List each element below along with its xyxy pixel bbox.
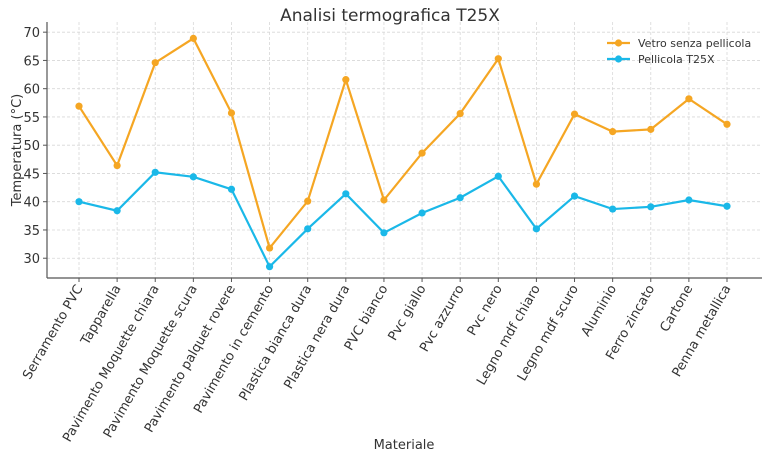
data-point: [265, 263, 274, 271]
data-point: [189, 173, 197, 181]
axes: [46, 22, 762, 279]
y-axis-label: Temperatura (°C): [10, 94, 25, 207]
series-0: [75, 34, 731, 252]
data-point: [418, 149, 426, 157]
data-point: [265, 244, 274, 252]
y-tick-label: 50: [23, 139, 40, 154]
legend-marker: [614, 39, 623, 47]
data-point: [609, 205, 617, 213]
series-line: [78, 36, 728, 251]
x-tick-label: Cartone: [658, 283, 697, 335]
data-point: [685, 95, 693, 103]
data-point: [609, 128, 617, 136]
data-point: [151, 168, 159, 176]
data-point: [418, 209, 426, 217]
data-point: [75, 102, 83, 110]
data-point: [342, 190, 350, 198]
x-tick-label: Pvc nero: [465, 282, 506, 338]
series: [75, 34, 731, 271]
y-tick-label: 65: [23, 54, 40, 69]
data-point: [113, 161, 121, 170]
data-point: [151, 59, 159, 67]
data-point: [685, 196, 693, 204]
y-tick-label: 60: [23, 83, 40, 98]
data-point: [532, 180, 541, 188]
data-point: [532, 225, 541, 233]
data-point: [227, 185, 236, 193]
y-tick-label: 35: [23, 224, 40, 239]
grid: [47, 22, 762, 278]
data-point: [304, 225, 312, 233]
data-point: [723, 202, 731, 210]
y-tick-label: 55: [23, 111, 40, 126]
data-point: [647, 203, 655, 211]
data-point: [380, 229, 388, 237]
data-point: [456, 109, 464, 118]
y-tick-label: 70: [23, 26, 40, 41]
x-axis-label: Materiale: [374, 438, 435, 453]
y-tick-label: 40: [23, 196, 40, 211]
x-tick-label: Plastica bianca dura: [237, 283, 316, 404]
x-tick-label: Aluminio: [579, 282, 620, 339]
data-point: [380, 196, 388, 204]
series-1: [75, 168, 731, 271]
data-point: [304, 197, 312, 205]
data-point: [113, 207, 121, 215]
legend: Vetro senza pellicola Pellicola T25X: [607, 37, 751, 66]
y-tick-label: 30: [23, 252, 40, 267]
data-point: [227, 109, 236, 117]
legend-label: Vetro senza pellicola: [638, 37, 751, 50]
data-point: [647, 125, 655, 133]
data-point: [456, 194, 464, 202]
x-tick-label: Serramento PVC: [20, 283, 86, 383]
y-tick-label: 45: [23, 167, 40, 182]
data-point: [494, 172, 502, 180]
data-point: [75, 198, 83, 206]
legend-label: Pellicola T25X: [638, 53, 715, 66]
legend-marker: [614, 55, 623, 63]
data-point: [570, 110, 579, 118]
data-point: [189, 34, 197, 42]
data-point: [494, 55, 502, 63]
data-point: [342, 76, 350, 84]
series-line: [78, 171, 728, 269]
x-tick-label: Pvc giallo: [386, 282, 430, 343]
chart-title: Analisi termografica T25X: [280, 6, 500, 26]
data-point: [723, 120, 731, 128]
data-point: [570, 192, 579, 200]
